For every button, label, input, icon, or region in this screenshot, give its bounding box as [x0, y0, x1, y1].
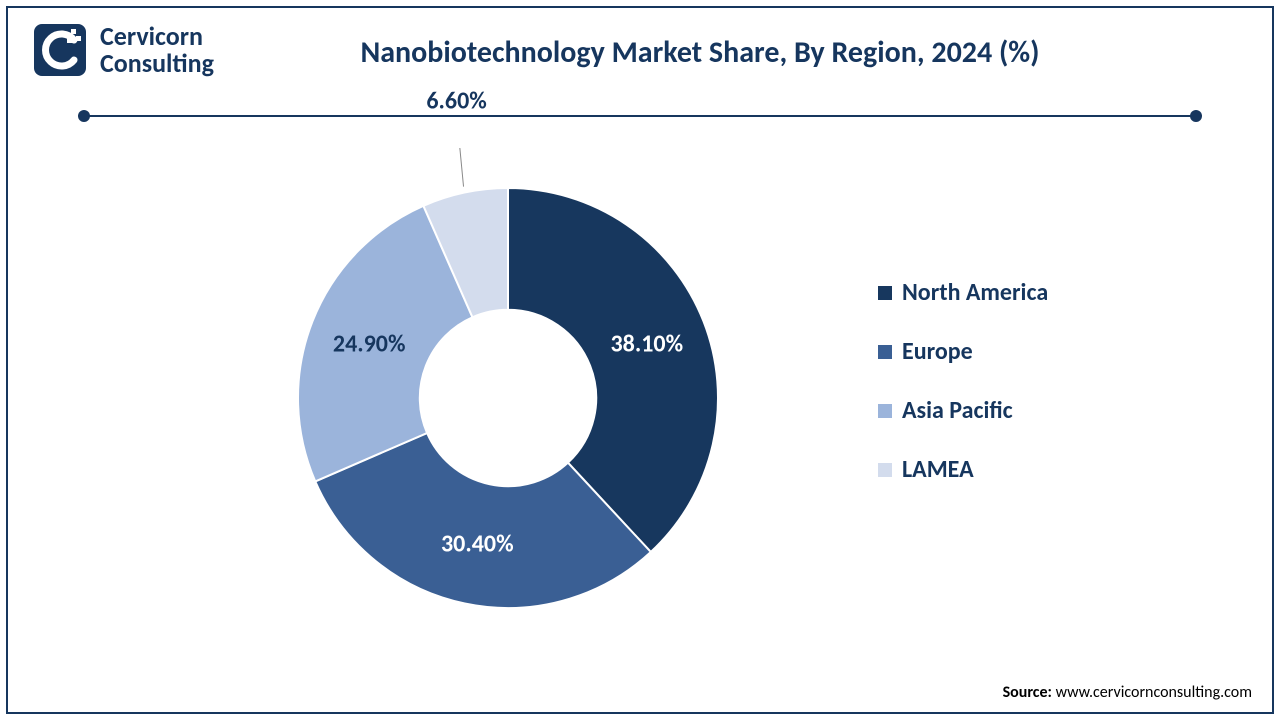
slice-label: 24.90% [333, 329, 406, 358]
slice-label: 30.40% [441, 529, 514, 558]
legend-label: Europe [902, 337, 973, 366]
divider-line [86, 115, 1194, 117]
source-label: Source: [1003, 683, 1052, 702]
slice-label: 38.10% [611, 329, 684, 358]
source-url: www.cervicornconsulting.com [1056, 683, 1252, 702]
chart-title: Nanobiotechnology Market Share, By Regio… [8, 34, 1272, 71]
legend-item: Asia Pacific [878, 396, 1048, 425]
chart-legend: North America Europe Asia Pacific LAMEA [878, 278, 1048, 484]
title-divider [78, 108, 1202, 124]
chart-frame: Cervicorn Consulting Nanobiotechnology M… [6, 6, 1274, 714]
slice-label: 6.60% [426, 87, 486, 116]
legend-label: North America [902, 278, 1048, 307]
legend-label: LAMEA [902, 455, 974, 484]
legend-item: Europe [878, 337, 1048, 366]
source-attribution: Source: www.cervicornconsulting.com [1003, 683, 1252, 702]
legend-item: North America [878, 278, 1048, 307]
legend-swatch [878, 286, 892, 300]
legend-swatch [878, 463, 892, 477]
legend-swatch [878, 404, 892, 418]
leader-line [457, 148, 464, 187]
donut-chart: 38.10%30.40%24.90%6.60% [268, 148, 748, 628]
legend-swatch [878, 345, 892, 359]
legend-item: LAMEA [878, 455, 1048, 484]
legend-label: Asia Pacific [902, 396, 1013, 425]
divider-dot-right [1190, 110, 1202, 122]
